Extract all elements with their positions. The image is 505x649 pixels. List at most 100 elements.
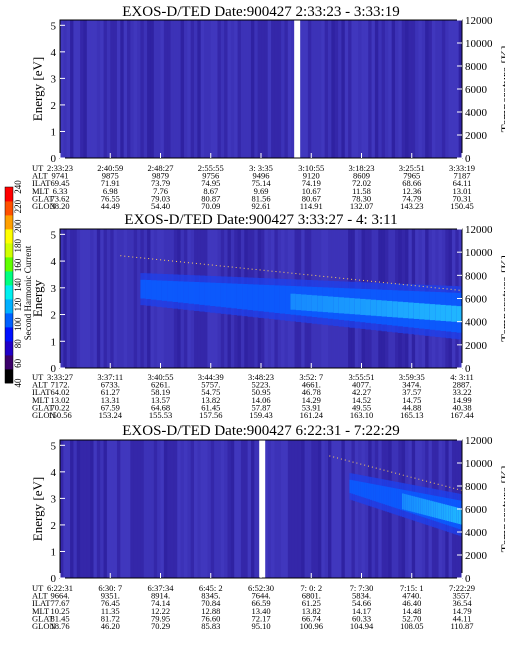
spectrogram-column xyxy=(96,440,101,578)
table-cell: 14.75 xyxy=(402,395,421,405)
spectrogram-column xyxy=(277,20,282,158)
intensity-peak xyxy=(381,300,388,317)
spectrogram-column xyxy=(73,20,78,158)
spectrogram-column xyxy=(220,440,225,578)
spectrogram-column xyxy=(257,20,262,158)
table-cell: 70.09 xyxy=(201,201,220,211)
intensity-band xyxy=(396,488,399,509)
table-cell: 2:33:23 xyxy=(47,163,73,173)
spectrogram-column xyxy=(143,440,148,578)
spectrogram-column xyxy=(157,20,161,158)
intensity-band xyxy=(379,485,382,503)
spectrogram-column xyxy=(116,440,121,578)
table-cell: 110.87 xyxy=(450,621,473,631)
intensity-peak xyxy=(411,495,414,512)
table-cell: 165.13 xyxy=(400,410,423,420)
spectrogram-column xyxy=(224,20,228,158)
intensity-peak xyxy=(422,498,425,515)
spectrogram-column xyxy=(100,20,104,158)
intensity-peak xyxy=(456,507,459,524)
panel-2: EXOS-D/TED Date:900427 3:33:27 - 4: 3:11… xyxy=(30,212,505,420)
intensity-peak xyxy=(452,506,455,523)
spectrogram-column xyxy=(271,20,275,158)
intensity-peak xyxy=(448,505,452,522)
spectrogram-column xyxy=(123,229,128,368)
spectrogram-column xyxy=(116,20,121,158)
table-cell: 66.59 xyxy=(251,598,270,608)
spectrogram-column xyxy=(180,20,185,158)
spectrogram-column xyxy=(314,440,319,578)
spectrogram-column xyxy=(341,20,346,158)
colorbar-segment xyxy=(5,285,13,300)
table-cell: 14.79 xyxy=(452,606,471,616)
table-cell: 70.84 xyxy=(201,598,221,608)
table-cell: 8.67 xyxy=(203,186,218,196)
colorbar-segment xyxy=(5,313,13,328)
intensity-band xyxy=(210,282,216,307)
spectrogram-column xyxy=(274,20,279,158)
table-cell: 3:18:23 xyxy=(349,163,375,173)
table-cell: 74.19 xyxy=(302,178,321,188)
spectrogram-column xyxy=(381,20,386,158)
table-cell: 95.10 xyxy=(251,621,270,631)
spectrogram-column xyxy=(167,440,171,578)
intensity-band xyxy=(351,480,354,494)
spectrogram-column xyxy=(130,440,134,578)
table-cell: 76.60 xyxy=(201,613,220,623)
y-tick-label: 1 xyxy=(51,126,57,138)
spectrogram-column xyxy=(217,440,222,578)
spectrogram-column xyxy=(371,20,376,158)
table-cell: 61.45 xyxy=(201,402,220,412)
table-cell: 5757. xyxy=(201,380,220,390)
spectrogram-column xyxy=(190,20,195,158)
colorbar-segment xyxy=(5,229,13,244)
spectrogram-column xyxy=(123,440,128,578)
spectrogram-column xyxy=(358,20,362,158)
spectrogram-column xyxy=(348,440,352,578)
colorbar-segment xyxy=(5,187,13,202)
intensity-peak xyxy=(290,293,297,310)
spectrogram-column xyxy=(334,440,339,578)
table-cell: 74.14 xyxy=(151,598,171,608)
table-cell: 3:48:23 xyxy=(248,372,274,382)
spectrogram-column xyxy=(110,20,114,158)
intensity-peak xyxy=(445,305,452,322)
spectrogram-column xyxy=(90,20,94,158)
table-cell: 143.23 xyxy=(400,201,423,211)
intensity-band xyxy=(194,282,200,305)
spectrogram-column xyxy=(147,20,151,158)
table-cell: 4077. xyxy=(352,380,371,390)
spectrogram-column xyxy=(110,229,114,368)
intensity-band xyxy=(145,280,152,300)
spectrogram-column xyxy=(371,440,376,578)
panel-3: EXOS-D/TED Date:900427 6:22:31 - 7:22:29… xyxy=(30,423,505,631)
spectrogram-column xyxy=(254,20,258,158)
spectrogram-column xyxy=(441,20,446,158)
intensity-peak xyxy=(440,304,447,321)
spectrogram-column xyxy=(425,20,429,158)
spectrogram-column xyxy=(217,20,222,158)
spectrogram-column xyxy=(321,20,325,158)
y2-tick-label: 6000 xyxy=(465,84,488,96)
intensity-peak xyxy=(397,301,404,318)
table-cell: 18.76 xyxy=(50,621,69,631)
intensity-band xyxy=(226,283,233,308)
spectrogram-column xyxy=(234,440,238,578)
spectrogram-column xyxy=(137,229,141,368)
intensity-peak xyxy=(460,508,463,525)
table-cell: 9664. xyxy=(50,591,69,601)
table-cell: 10.67 xyxy=(302,186,321,196)
table-cell: 58.19 xyxy=(151,387,170,397)
spectrogram-column xyxy=(63,229,67,368)
table-row-label: ILAT xyxy=(32,598,51,608)
colorbar: 40 60 80 100 120 140 160 180 200 220 240 Second Har… xyxy=(4,180,33,388)
intensity-band xyxy=(161,280,168,301)
intensity-band xyxy=(263,284,270,312)
spectrogram-column xyxy=(140,440,145,578)
spectrogram-column xyxy=(398,20,402,158)
table-cell: 157.56 xyxy=(199,410,222,420)
intensity-peak xyxy=(328,296,334,313)
spectrogram-column xyxy=(86,229,91,368)
spectrogram-column xyxy=(448,20,453,158)
